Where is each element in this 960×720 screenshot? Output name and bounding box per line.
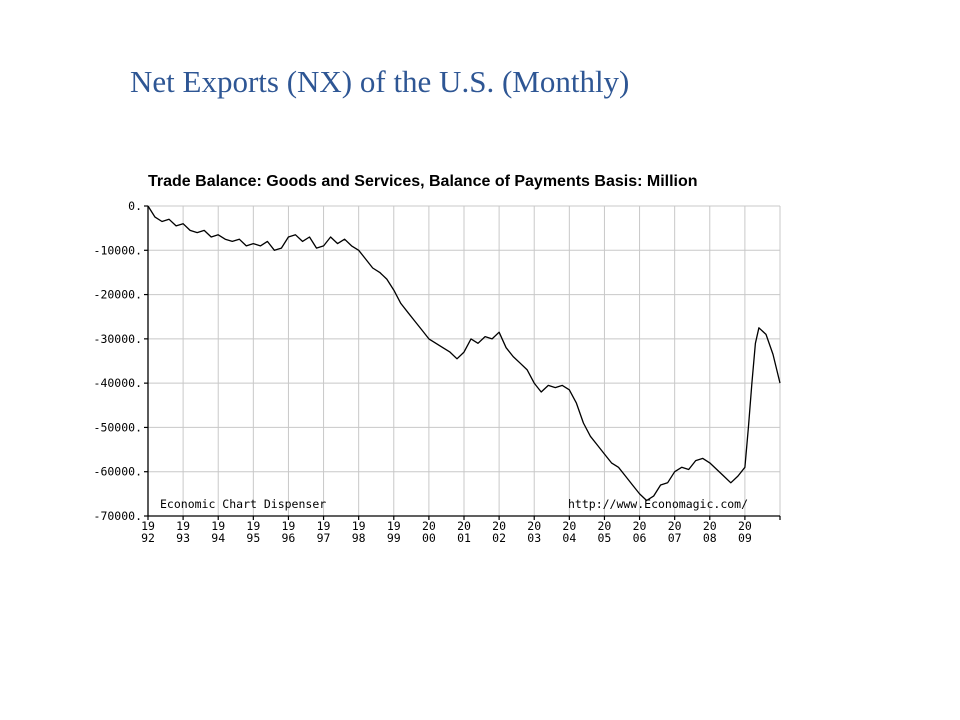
- x-tick-label-century: 20: [598, 519, 612, 533]
- x-tick-label-century: 20: [738, 519, 752, 533]
- x-tick-label-century: 20: [562, 519, 576, 533]
- x-tick-label-year: 95: [246, 531, 260, 545]
- x-tick-label-century: 19: [317, 519, 331, 533]
- y-tick-label: 0.: [128, 199, 142, 213]
- x-tick-label-century: 19: [282, 519, 296, 533]
- y-tick-label: -30000.: [94, 332, 142, 346]
- x-tick-label-century: 19: [352, 519, 366, 533]
- y-tick-label: -40000.: [94, 376, 142, 390]
- x-tick-label-year: 00: [422, 531, 436, 545]
- x-tick-label-century: 19: [246, 519, 260, 533]
- x-tick-label-century: 19: [211, 519, 225, 533]
- trade-balance-chart: Trade Balance: Goods and Services, Balan…: [94, 173, 781, 545]
- trade-balance-series-line: [147, 205, 781, 502]
- y-tick-label: -70000.: [94, 509, 142, 523]
- x-tick-label-year: 02: [492, 531, 506, 545]
- series-layer: [147, 205, 781, 502]
- y-tick-label: -10000.: [94, 243, 142, 257]
- x-tick-label-year: 09: [738, 531, 752, 545]
- x-tick-label-year: 01: [457, 531, 471, 545]
- grid: [147, 205, 781, 517]
- y-tick-label: -50000.: [94, 420, 142, 434]
- x-tick-label-year: 04: [562, 531, 576, 545]
- x-tick-label-year: 93: [176, 531, 190, 545]
- slide-title: Net Exports (NX) of the U.S. (Monthly): [130, 64, 630, 99]
- x-tick-label-year: 96: [282, 531, 296, 545]
- x-tick-label-year: 06: [633, 531, 647, 545]
- x-tick-label-year: 98: [352, 531, 366, 545]
- x-tick-label-century: 20: [703, 519, 717, 533]
- x-tick-label-century: 20: [527, 519, 541, 533]
- y-tick-label: -20000.: [94, 288, 142, 302]
- x-axis-ticks: 1992199319941995199619971998199920002001…: [141, 516, 781, 545]
- x-tick-label-year: 97: [317, 531, 331, 545]
- x-tick-label-year: 03: [527, 531, 541, 545]
- x-tick-label-century: 20: [422, 519, 436, 533]
- x-tick-label-year: 94: [211, 531, 225, 545]
- x-tick-label-year: 05: [598, 531, 612, 545]
- x-tick-label-century: 19: [176, 519, 190, 533]
- chart-container: Trade Balance: Goods and Services, Balan…: [90, 158, 810, 558]
- chart-title: Trade Balance: Goods and Services, Balan…: [148, 173, 698, 190]
- x-tick-label-century: 20: [668, 519, 682, 533]
- x-tick-label-century: 20: [492, 519, 506, 533]
- x-tick-label-century: 19: [141, 519, 155, 533]
- x-tick-label-year: 99: [387, 531, 401, 545]
- x-tick-label-century: 19: [387, 519, 401, 533]
- source-annotation-right: http://www.Economagic.com/: [568, 497, 748, 511]
- y-axis-ticks: 0. -10000. -20000. -30000. -40000. -50000. -60…: [94, 199, 148, 523]
- x-tick-label-year: 92: [141, 531, 155, 545]
- y-tick-label: -60000.: [94, 465, 142, 479]
- x-tick-label-year: 07: [668, 531, 682, 545]
- source-annotation-left: Economic Chart Dispenser: [160, 497, 326, 511]
- x-tick-label-century: 20: [633, 519, 647, 533]
- x-tick-label-year: 08: [703, 531, 717, 545]
- x-tick-label-century: 20: [457, 519, 471, 533]
